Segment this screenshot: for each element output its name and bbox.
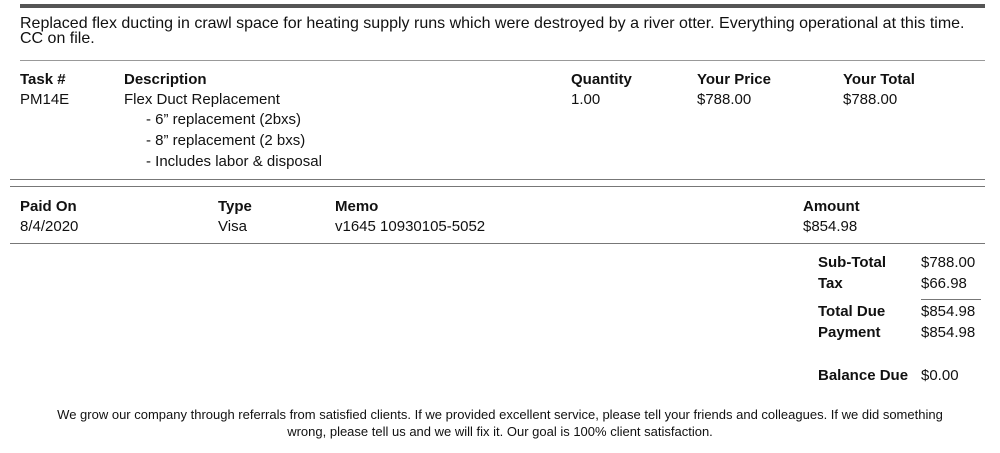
header-type: Type [218, 198, 252, 215]
header-paid-on: Paid On [20, 198, 77, 215]
divider [20, 60, 985, 61]
header-price: Your Price [697, 71, 771, 88]
header-quantity: Quantity [571, 71, 632, 88]
total-rule [921, 299, 981, 300]
task-total: $788.00 [843, 91, 898, 108]
footer-line: wrong, please tell us and we will fix it… [287, 424, 713, 439]
footer-message: We grow our company through referrals fr… [0, 406, 1000, 440]
divider [10, 179, 985, 180]
balance-due-value: $0.00 [921, 367, 959, 384]
top-rule [20, 4, 985, 8]
payment-value: $854.98 [921, 324, 976, 341]
header-description: Description [124, 71, 207, 88]
task-detail: - Includes labor & disposal [146, 153, 322, 170]
total-due-value: $854.98 [921, 303, 976, 320]
header-total: Your Total [843, 71, 915, 88]
header-task: Task # [20, 71, 66, 88]
footer-line: We grow our company through referrals fr… [57, 407, 943, 422]
tax-label: Tax [818, 275, 843, 292]
header-amount: Amount [803, 198, 860, 215]
divider [10, 243, 985, 244]
job-note: Replaced flex ducting in crawl space for… [20, 15, 965, 47]
payment-label: Payment [818, 324, 881, 341]
total-due-label: Total Due [818, 303, 886, 320]
header-memo: Memo [335, 198, 379, 215]
payment-memo: v1645 10930105-5052 [335, 218, 486, 235]
tax-value: $66.98 [921, 275, 967, 292]
balance-due-label: Balance Due [818, 367, 909, 384]
task-number: PM14E [20, 91, 70, 108]
payment-amount: $854.98 [803, 218, 858, 235]
subtotal-label: Sub-Total [818, 254, 887, 271]
task-quantity: 1.00 [571, 91, 601, 108]
paid-on: 8/4/2020 [20, 218, 79, 235]
task-price: $788.00 [697, 91, 752, 108]
subtotal-value: $788.00 [921, 254, 976, 271]
task-detail: - 6” replacement (2bxs) [146, 111, 302, 128]
payment-type: Visa [218, 218, 247, 235]
task-description: Flex Duct Replacement [124, 91, 280, 108]
task-detail: - 8” replacement (2 bxs) [146, 132, 306, 149]
divider [10, 186, 985, 187]
